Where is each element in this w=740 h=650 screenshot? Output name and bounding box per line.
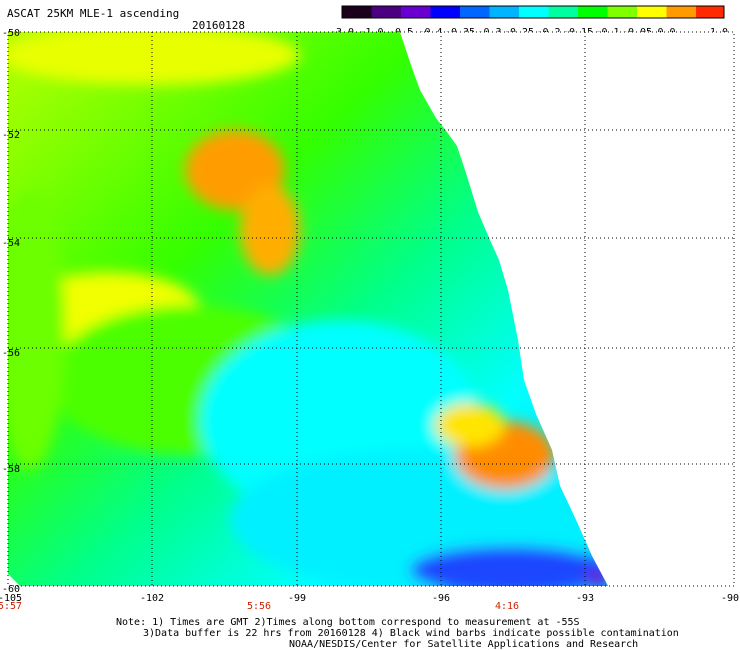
colorbar-swatch-8 xyxy=(578,6,608,18)
lat-label-neg54: -54 xyxy=(2,238,20,249)
colorbar-swatch-2 xyxy=(401,6,431,18)
colorbar-swatch-6 xyxy=(519,6,549,18)
colorbar-swatches xyxy=(342,6,724,18)
colorbar-swatch-4 xyxy=(460,6,490,18)
lon-label-neg90: -90 xyxy=(721,593,739,604)
swath-blue-edge xyxy=(410,546,608,586)
lon-label-neg99: -99 xyxy=(288,593,306,604)
colorbar-swatch-10 xyxy=(637,6,667,18)
swath-texture xyxy=(8,32,608,586)
colorbar-swatch-11 xyxy=(666,6,696,18)
time-labels: 5:57 5:56 4:16 xyxy=(0,601,519,612)
colorbar-swatch-3 xyxy=(430,6,460,18)
latitude-labels: -50 -52 -54 -56 -58 -60 xyxy=(2,28,20,595)
colorbar-outline xyxy=(341,5,725,19)
graticule xyxy=(8,32,734,586)
colorbar-swatch-0 xyxy=(342,6,372,18)
swath-yellow-band-top xyxy=(8,32,300,85)
map-date: 20160128 xyxy=(192,19,245,32)
lon-label-neg93: -93 xyxy=(576,593,594,604)
map-title: ASCAT 25KM MLE-1 ascending xyxy=(7,7,179,20)
colorbar-swatch-1 xyxy=(371,6,401,18)
note-line-3: NOAA/NESDIS/Center for Satellite Applica… xyxy=(289,639,638,650)
time-label-west: 5:57 xyxy=(0,601,22,612)
lat-label-neg58: -58 xyxy=(2,464,20,475)
colorbar-swatch-5 xyxy=(489,6,519,18)
swath-green-left xyxy=(8,190,65,470)
note-line-1: Note: 1) Times are GMT 2)Times along bot… xyxy=(116,617,580,628)
colorbar-swatch-12 xyxy=(696,6,724,18)
note-line-2: 3)Data buffer is 22 hrs from 20160128 4)… xyxy=(143,628,679,639)
colorbar-swatch-9 xyxy=(607,6,637,18)
lat-label-neg56: -56 xyxy=(2,348,20,359)
colorbar-swatch-7 xyxy=(548,6,578,18)
lat-label-neg50: -50 xyxy=(2,28,20,39)
notes-block: Note: 1) Times are GMT 2)Times along bot… xyxy=(116,617,679,650)
time-label-east: 4:16 xyxy=(495,601,519,612)
map-plot-area xyxy=(7,31,735,587)
lon-label-neg102: -102 xyxy=(140,593,164,604)
swath-orange-ridge-north xyxy=(240,185,300,275)
swath-yellow-patch-south xyxy=(435,403,505,447)
lon-label-neg96: -96 xyxy=(432,593,450,604)
longitude-labels: -105 -102 -99 -96 -93 -90 xyxy=(0,593,739,604)
lon-label-neg105: -105 xyxy=(0,593,22,604)
time-label-center: 5:56 xyxy=(247,601,271,612)
lat-label-neg52: -52 xyxy=(2,130,20,141)
lat-label-neg60: -60 xyxy=(2,584,20,595)
